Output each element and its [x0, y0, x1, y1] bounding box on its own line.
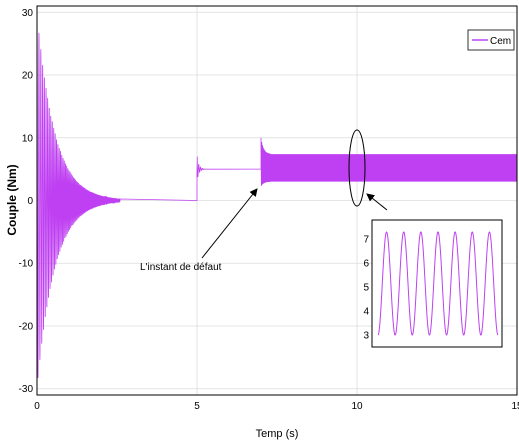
x-axis-label: Temp (s) — [256, 428, 299, 440]
fault-arrow — [201, 188, 258, 259]
x-tick-label: 10 — [351, 401, 363, 412]
inset-y-tick-label: 7 — [363, 235, 369, 246]
series-line-cem — [36, 12, 518, 378]
y-tick-label: 30 — [22, 8, 34, 19]
zoom-arrow — [366, 193, 388, 211]
y-tick-label: 10 — [22, 133, 34, 144]
legend: Cem — [467, 29, 515, 51]
y-tick-labels: -30 -20 -10 0 10 20 30 — [19, 8, 34, 395]
inset-y-tick-label: 5 — [363, 283, 369, 294]
y-tick-label: 20 — [22, 71, 34, 82]
inset-y-tick-labels: 3 4 5 6 7 — [363, 235, 369, 342]
legend-label: Cem — [490, 36, 511, 47]
fault-annotation: L'instant de défaut — [140, 262, 222, 273]
inset-series-line — [377, 231, 499, 336]
x-tick-label: 0 — [34, 401, 40, 412]
plot-frame — [36, 5, 518, 396]
y-tick-label: 0 — [27, 196, 33, 207]
y-tick-label: -20 — [19, 321, 34, 332]
zoom-inset: 3 4 5 6 7 — [363, 219, 503, 348]
legend-box — [467, 29, 515, 51]
x-tick-label: 5 — [194, 401, 200, 412]
y-tick-label: -30 — [19, 384, 34, 395]
x-tick-label: 15 — [511, 401, 519, 412]
y-tick-label: -10 — [19, 259, 34, 270]
y-axis-label: Couple (Nm) — [5, 164, 19, 235]
inset-y-tick-label: 3 — [363, 331, 369, 342]
inset-y-tick-label: 4 — [363, 307, 369, 318]
inset-y-tick-label: 6 — [363, 259, 369, 270]
x-tick-labels: 0 5 10 15 — [34, 401, 519, 412]
zoom-ellipse — [348, 129, 366, 207]
